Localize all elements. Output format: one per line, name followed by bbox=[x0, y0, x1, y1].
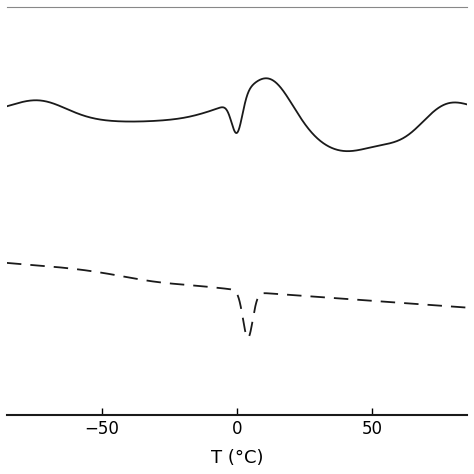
X-axis label: T (°C): T (°C) bbox=[211, 449, 263, 467]
